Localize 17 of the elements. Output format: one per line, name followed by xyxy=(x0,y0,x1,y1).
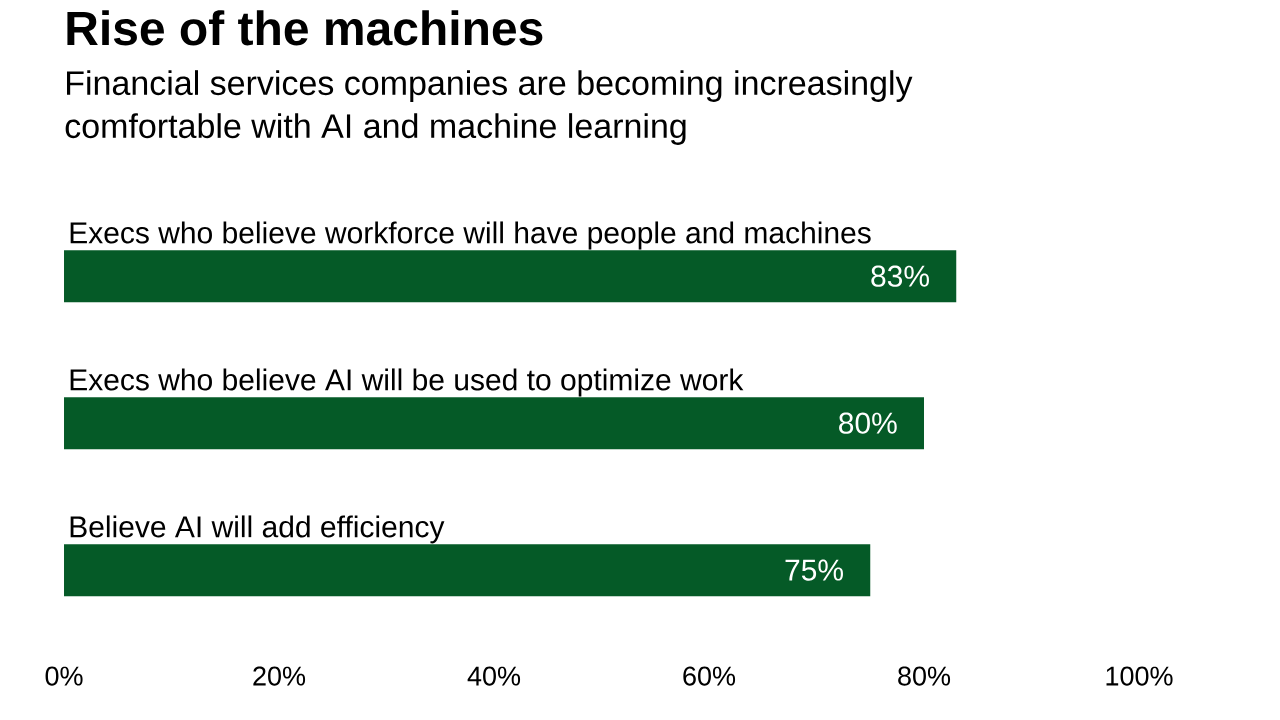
chart-subtitle: Financial services companies are becoming increasingly comfortable with AI and machine learning xyxy=(65,70,913,145)
data-label: 75% xyxy=(785,559,843,581)
bar xyxy=(64,250,957,303)
x-tick-label: 80% xyxy=(898,666,951,686)
y-tick-label: Execs who believe AI will be used to optimize work xyxy=(70,368,744,397)
x-tick-label: 40% xyxy=(467,666,521,686)
chart-title: Rise of the machines xyxy=(67,10,543,46)
x-tick-label: 60% xyxy=(683,666,736,686)
x-tick-label: 100% xyxy=(1106,666,1173,686)
x-tick-label: 20% xyxy=(253,666,306,686)
y-tick-label: Execs who believe workforce will have people and machines xyxy=(70,221,871,250)
data-label: 80% xyxy=(839,412,897,434)
bar xyxy=(64,544,871,597)
y-tick-label: Believe AI will add efficiency xyxy=(70,515,445,544)
bar xyxy=(64,397,924,450)
data-label: 83% xyxy=(871,265,929,287)
x-tick-label: 0% xyxy=(45,666,83,686)
